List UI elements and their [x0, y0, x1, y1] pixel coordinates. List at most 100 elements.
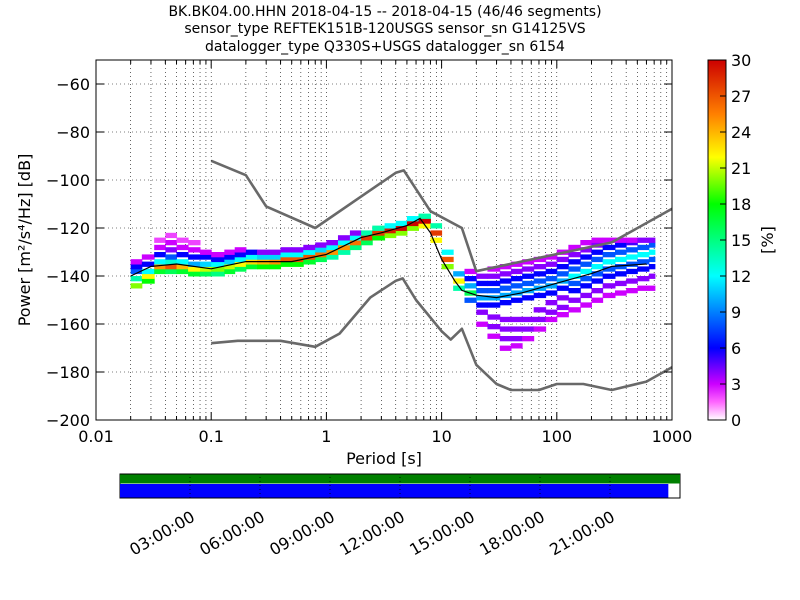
psd-density-cell [418, 218, 431, 224]
psd-density-cell [337, 249, 351, 255]
psd-density-cell [154, 244, 166, 251]
y-tick-label: −200 [46, 411, 90, 430]
x-tick-label: 1000 [652, 427, 693, 446]
psd-density-cell [315, 256, 327, 263]
psd-density-cell [522, 316, 535, 323]
psd-density-cell [234, 252, 247, 258]
psd-density-cell [487, 280, 501, 287]
psd-density-cell [499, 285, 512, 291]
psd-density-cell [522, 295, 535, 301]
y-tick-label: −160 [46, 315, 90, 334]
colorbar-tick-label: 24 [731, 123, 751, 142]
psd-density-cell [591, 278, 604, 284]
psd-density-cell [510, 268, 523, 275]
psd-density-cell [224, 254, 236, 260]
psd-density-cell [522, 266, 535, 272]
coverage-tick-label: 12:00:00 [336, 507, 408, 559]
psd-density-cell [580, 240, 592, 246]
psd-density-cell [476, 309, 488, 315]
psd-density-cell [165, 254, 178, 260]
psd-density-cell [200, 261, 212, 267]
psd-density-cell [556, 264, 569, 270]
psd-density-cell [499, 326, 512, 332]
psd-density-cell [487, 302, 501, 308]
psd-density-cell [337, 244, 351, 251]
y-tick-label: −180 [46, 363, 90, 382]
psd-density-cell [395, 220, 408, 227]
y-tick-label: −80 [56, 123, 90, 142]
psd-density-cell [176, 244, 189, 251]
colorbar-tick-label: 0 [731, 411, 741, 430]
psd-density-cell [303, 259, 316, 265]
y-tick-label: −60 [56, 75, 90, 94]
noise-model-lines [130, 159, 672, 392]
psd-density-cell [487, 324, 501, 330]
psd-density-cell [568, 307, 581, 313]
psd-density-cell [533, 256, 547, 263]
x-axis-label: Period [s] [346, 449, 422, 468]
x-tick-label: 0.1 [198, 427, 223, 446]
colorbar-tick-label: 15 [731, 231, 751, 250]
axis-ticks: 0.01 0.1 1 10 100 1000 −60 −80 −100 −120 −140 −160 −… [46, 60, 692, 446]
psd-density-cell [441, 249, 454, 255]
psd-density-cell [165, 247, 178, 253]
colorbar-tick-label: 12 [731, 267, 751, 286]
psd-density-cell [257, 264, 270, 270]
psd-density-cell [580, 302, 592, 308]
psd-density-cell [614, 271, 627, 277]
y-tick-label: −120 [46, 219, 90, 238]
psd-density-cell [349, 235, 362, 241]
psd-density-cell [141, 278, 155, 284]
psd-density-cell [141, 261, 155, 267]
psd-density-cell [602, 252, 616, 258]
psd-density-cell [269, 249, 282, 255]
psd-density-cell [337, 235, 351, 241]
colorbar-label: [%] [758, 226, 777, 254]
psd-density-cell [545, 300, 558, 306]
psd-density-cell [326, 244, 339, 251]
psd-density-cell [406, 216, 419, 222]
psd-density-cell [349, 240, 362, 246]
psd-density-cell [441, 264, 454, 270]
psd-density-cell [533, 271, 547, 277]
psd-density-cell [176, 252, 189, 258]
psd-density-cell [280, 261, 293, 267]
coverage-tick-label: 21:00:00 [546, 507, 618, 559]
psd-density-cell [637, 259, 650, 265]
psd-density-cell [568, 244, 581, 251]
psd-density-cell [476, 321, 488, 327]
psd-density-cell [257, 249, 270, 255]
psd-density-cell [245, 249, 258, 255]
psd-density-cell [326, 249, 339, 255]
psd-density-cell [154, 252, 166, 258]
psd-density-cell [165, 268, 178, 275]
psd-density-cell [337, 240, 351, 246]
psd-density-cell [200, 271, 212, 277]
psd-density-cell [372, 235, 386, 241]
psd-density-cell [580, 283, 592, 289]
psd-density-cell [568, 259, 581, 265]
psd-density-cell [234, 256, 247, 263]
psd-density-cell [130, 283, 143, 289]
psd-density-cell [637, 237, 650, 243]
psd-density-cell [637, 276, 650, 282]
psd-density-cell [522, 326, 535, 332]
psd-density-cell [326, 254, 339, 260]
psd-density-cell [602, 273, 616, 279]
psd-density-cell [614, 264, 627, 270]
psd-density-cell [545, 316, 558, 323]
psd-density-cell [464, 276, 477, 282]
psd-density-cell [280, 247, 293, 253]
psd-density-cell [245, 254, 258, 260]
coverage-fill [120, 474, 680, 498]
psd-density-cell [487, 333, 501, 339]
psd-density-cell [533, 307, 547, 313]
psd-density-cell [602, 244, 616, 251]
psd-density-cell [556, 295, 569, 301]
psd-density-cell [568, 280, 581, 287]
psd-density-cell [626, 247, 638, 253]
psd-density-cell [130, 268, 143, 275]
psd-density-cell [545, 309, 558, 315]
psd-density-cell [361, 240, 373, 246]
